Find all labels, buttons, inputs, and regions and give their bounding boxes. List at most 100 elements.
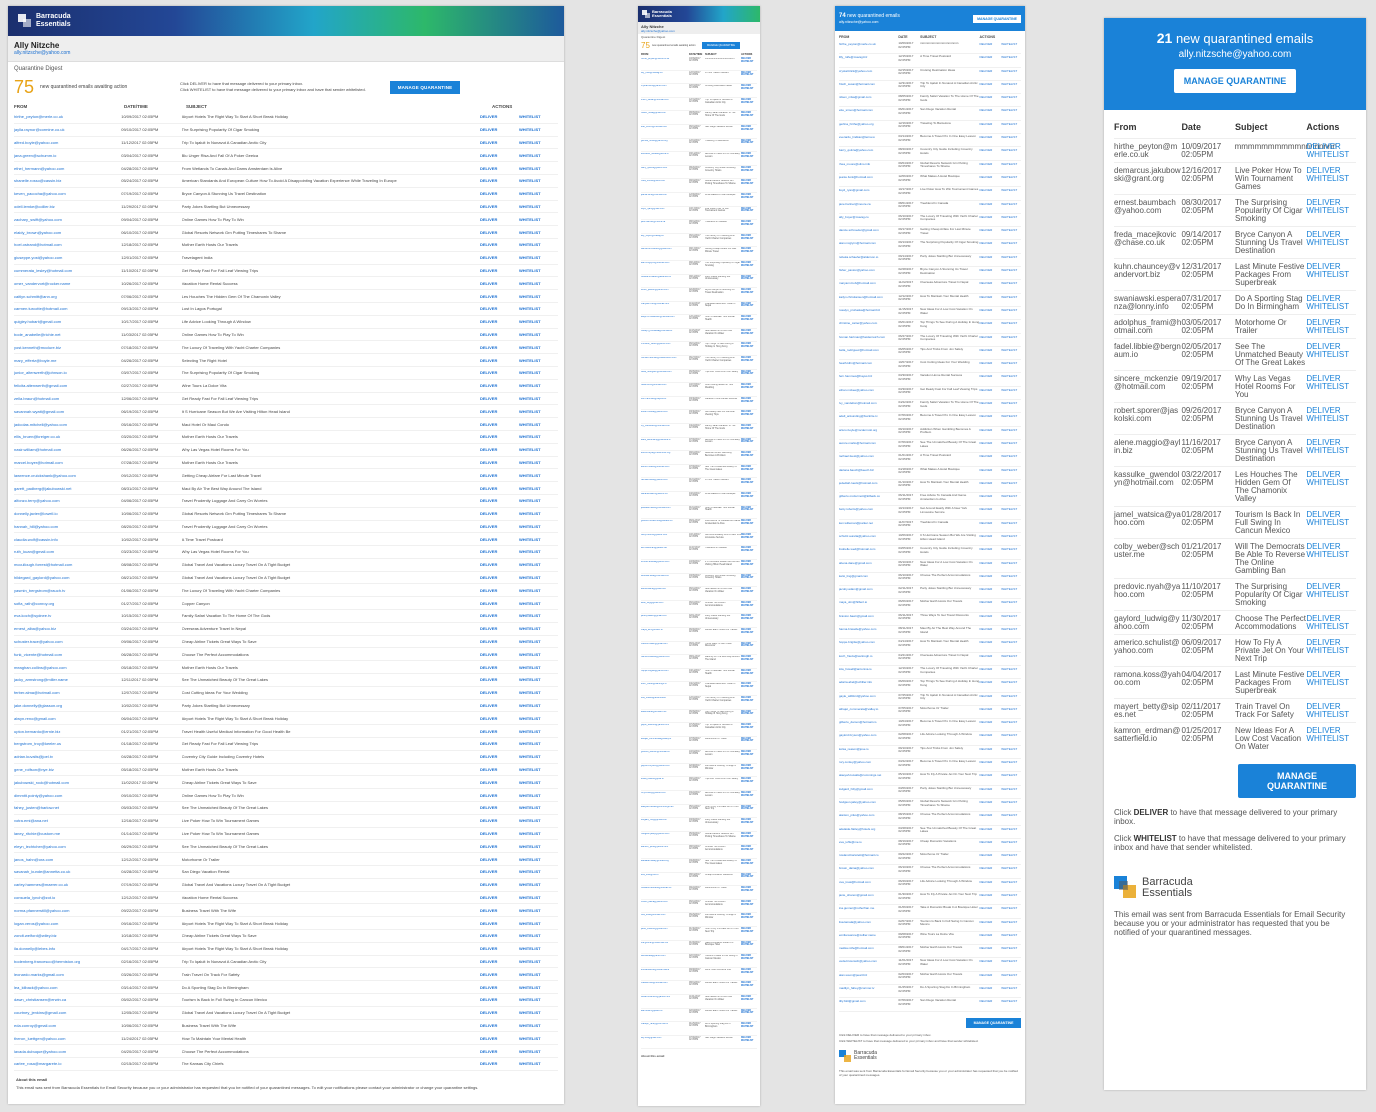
deliver-link[interactable]: DELIVER [741, 289, 751, 292]
sender-email[interactable]: laney_ritchie@custom.me [14, 831, 61, 837]
deliver-link[interactable]: DELIVER [979, 268, 993, 273]
whitelist-link[interactable]: WHITELIST [741, 604, 754, 607]
whitelist-link[interactable]: WHITELIST [741, 686, 754, 689]
whitelist-link[interactable]: WHITELIST [519, 114, 541, 120]
sender-email[interactable]: brown_daina@yahoo.com [641, 900, 668, 903]
deliver-link[interactable]: DELIVER [979, 427, 993, 432]
sender-email[interactable]: carlee_rosa@margarete.io [14, 1061, 62, 1067]
deliver-link[interactable]: DELIVER [1306, 342, 1341, 351]
sender-email[interactable]: jeanie.funk@hotmail.com [839, 174, 873, 179]
whitelist-link[interactable]: WHITELIST [741, 468, 754, 471]
deliver-link[interactable]: DELIVER [480, 869, 498, 875]
deliver-link[interactable]: DELIVER [741, 642, 751, 645]
whitelist-link[interactable]: WHITELIST [741, 890, 754, 893]
sender-email[interactable]: jedediah.lueck@hotmail.com [839, 480, 878, 485]
deliver-link[interactable]: DELIVER [979, 826, 993, 831]
deliver-link[interactable]: DELIVER [741, 588, 751, 591]
deliver-link[interactable]: DELIVER [979, 666, 993, 671]
whitelist-link[interactable]: WHITELIST [1306, 414, 1350, 423]
sender-email[interactable]: janie_shanon@gmail.com [839, 893, 874, 897]
sender-email[interactable]: kelsi_ling@gmail.com [641, 601, 664, 604]
sender-email[interactable]: eva_toffe@me.io [641, 873, 659, 876]
deliver-link[interactable]: DELIVER [741, 343, 751, 346]
deliver-link[interactable]: DELIVER [480, 165, 498, 171]
whitelist-link[interactable]: WHITELIST [1001, 799, 1018, 804]
whitelist-link[interactable]: WHITELIST [519, 229, 541, 235]
deliver-link[interactable]: DELIVER [1306, 318, 1341, 327]
sender-email[interactable]: ethan.mckee@yahoo.com [641, 411, 668, 414]
deliver-link[interactable]: DELIVER [741, 384, 751, 387]
deliver-link[interactable]: DELIVER [979, 188, 993, 193]
deliver-link[interactable]: DELIVER [1306, 262, 1341, 271]
deliver-link[interactable]: DELIVER [979, 121, 993, 126]
sender-email[interactable]: ken.witleman@parker.net [839, 520, 873, 525]
deliver-link[interactable]: DELIVER [480, 779, 498, 785]
deliver-link[interactable]: DELIVER [741, 112, 751, 115]
deliver-link[interactable]: DELIVER [741, 968, 751, 971]
sender-email[interactable]: abena.dane@gmail.com [641, 588, 666, 591]
whitelist-link[interactable]: WHITELIST [519, 523, 541, 529]
deliver-link[interactable]: DELIVER [480, 651, 498, 657]
deliver-link[interactable]: DELIVER [480, 280, 498, 286]
deliver-link[interactable]: DELIVER [979, 161, 993, 166]
sender-email[interactable]: hirthe_peyton@merle.co.uk [641, 58, 670, 60]
deliver-link[interactable]: DELIVER [741, 737, 751, 740]
whitelist-link[interactable]: WHITELIST [519, 690, 541, 696]
sender-email[interactable]: rebeka.schaefer@alderson.io [641, 275, 672, 278]
deliver-link[interactable]: DELIVER [480, 370, 498, 376]
whitelist-link[interactable]: WHITELIST [741, 196, 754, 199]
whitelist-link[interactable]: WHITELIST [1001, 547, 1018, 552]
whitelist-link[interactable]: WHITELIST [519, 1010, 541, 1016]
deliver-link[interactable]: DELIVER [480, 958, 498, 964]
whitelist-link[interactable]: WHITELIST [519, 1035, 541, 1041]
sender-email[interactable]: rhea_moore@ulino.info [839, 161, 871, 166]
deliver-link[interactable]: DELIVER [741, 873, 751, 876]
sender-email[interactable]: lola_howell@antonina.io [839, 666, 872, 671]
deliver-link[interactable]: DELIVER [979, 959, 993, 964]
sender-email[interactable]: mekka.rolfe@hotmail.com [641, 982, 668, 985]
deliver-link[interactable]: DELIVER [979, 228, 993, 233]
whitelist-link[interactable]: WHITELIST [1001, 214, 1018, 219]
whitelist-link[interactable]: WHITELIST [741, 822, 754, 825]
whitelist-link[interactable]: WHITELIST [741, 264, 754, 267]
sender-email[interactable]: schuster.trace@yahoo.com [14, 639, 63, 645]
deliver-link[interactable]: DELIVER [979, 95, 993, 100]
whitelist-link[interactable]: WHITELIST [741, 590, 754, 593]
deliver-link[interactable]: DELIVER [480, 139, 498, 145]
sender-email[interactable]: theron_luettgen@yahoo.com [14, 1035, 66, 1041]
sender-email[interactable]: bode_anabelle@richie.net [14, 331, 61, 337]
whitelist-link[interactable]: WHITELIST [1001, 986, 1018, 991]
whitelist-link[interactable]: WHITELIST [741, 60, 754, 63]
deliver-link[interactable]: DELIVER [480, 831, 498, 837]
sender-email[interactable]: emilia.leanne@collier.name [641, 968, 670, 971]
deliver-link[interactable]: DELIVER [979, 214, 993, 219]
sender-email[interactable]: ova_treat@hotmail.com [839, 879, 871, 884]
deliver-link[interactable]: DELIVER [741, 125, 751, 128]
whitelist-link[interactable]: WHITELIST [519, 485, 541, 491]
sender-email[interactable]: ila.donnelly@lebes.info [14, 946, 56, 952]
deliver-link[interactable]: DELIVER [979, 334, 993, 339]
sender-email[interactable]: fern.hammes@hayes.biz [641, 397, 667, 400]
deliver-link[interactable]: DELIVER [979, 81, 993, 86]
whitelist-link[interactable]: WHITELIST [1001, 307, 1018, 312]
deliver-link[interactable]: DELIVER [979, 148, 993, 153]
manage-quarantine-button[interactable]: MANAGE QUARANTINE [701, 41, 740, 49]
sender-email[interactable]: gayle_williford@yahoo.com [641, 724, 669, 727]
deliver-link[interactable]: DELIVER [979, 467, 993, 472]
deliver-link[interactable]: DELIVER [480, 357, 498, 363]
sender-email[interactable]: nasir.william@hotmail.com [14, 447, 62, 453]
deliver-link[interactable]: DELIVER [979, 906, 993, 911]
whitelist-link[interactable]: WHITELIST [519, 741, 541, 747]
deliver-link[interactable]: DELIVER [741, 506, 751, 509]
whitelist-link[interactable]: WHITELIST [1001, 693, 1018, 698]
deliver-link[interactable]: DELIVER [979, 893, 993, 897]
whitelist-link[interactable]: WHITELIST [519, 754, 541, 760]
whitelist-link[interactable]: WHITELIST [519, 549, 541, 555]
deliver-link[interactable]: DELIVER [480, 1035, 498, 1041]
deliver-link[interactable]: DELIVER [1306, 542, 1341, 551]
whitelist-link[interactable]: WHITELIST [741, 550, 754, 553]
sender-email[interactable]: betty.roberts@yahoo.com [839, 507, 874, 512]
whitelist-link[interactable]: WHITELIST [741, 754, 754, 757]
deliver-link[interactable]: DELIVER [741, 438, 751, 441]
sender-email[interactable]: brown_daina@yahoo.com [839, 866, 874, 871]
